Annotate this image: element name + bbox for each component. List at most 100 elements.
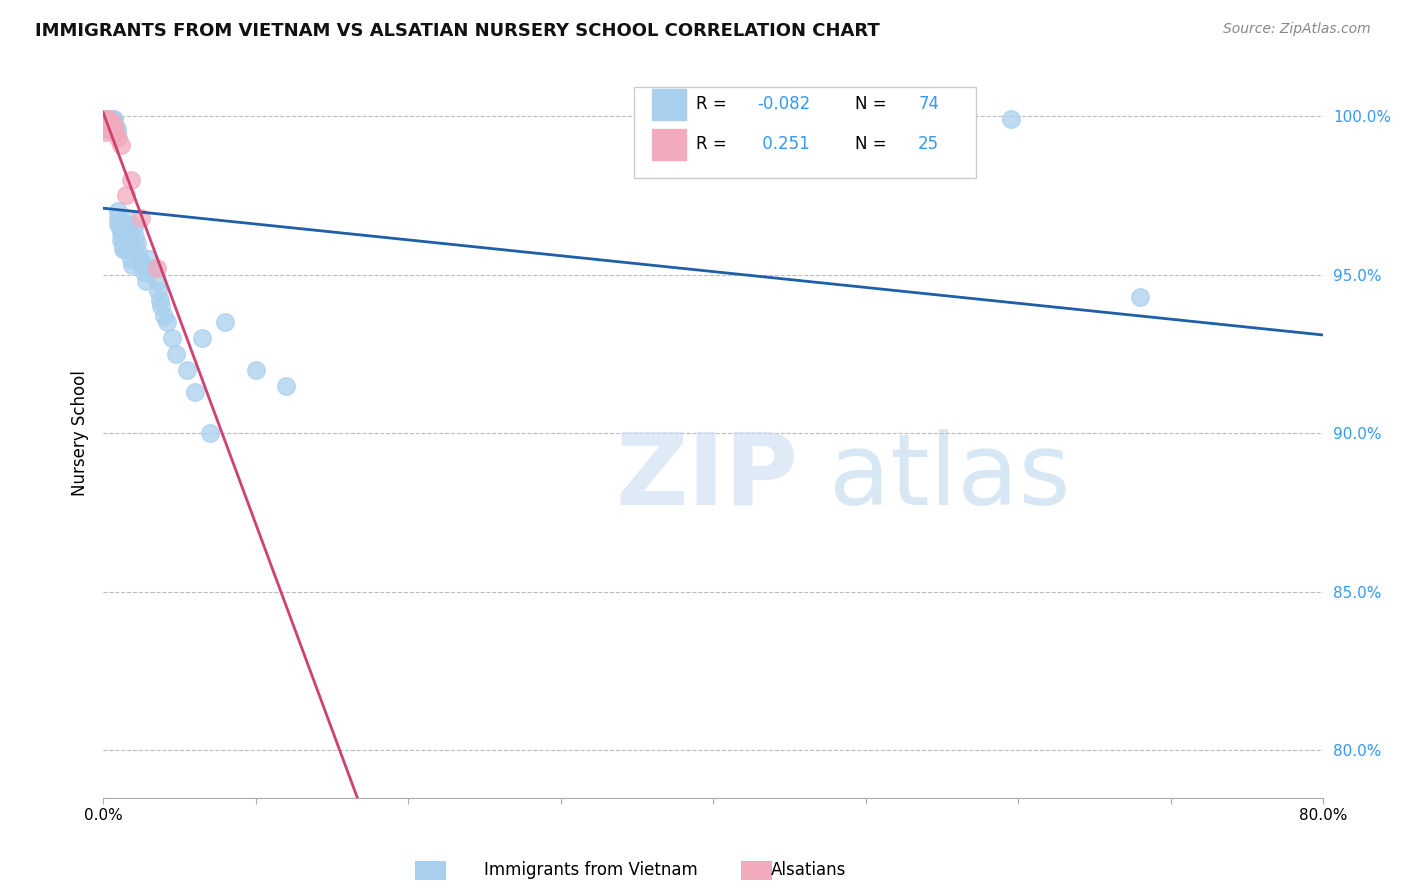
Point (198, 426, 221, 441)
Point (104, 125, 127, 139)
Point (97, 119, 120, 133)
Text: N =: N = (855, 136, 891, 153)
Point (176, 363, 198, 377)
Point (125, 235, 148, 250)
Point (97, 115, 120, 129)
Point (214, 315, 236, 329)
Point (101, 115, 124, 129)
Point (135, 274, 157, 288)
Point (118, 235, 141, 250)
Point (129, 258, 152, 272)
Point (111, 235, 134, 250)
Point (156, 315, 179, 329)
Point (98, 112, 121, 127)
Point (124, 229, 146, 244)
Point (103, 119, 125, 133)
Text: ZIP: ZIP (616, 428, 799, 525)
Point (110, 233, 132, 247)
Point (110, 137, 132, 152)
Point (96, 112, 118, 127)
Point (146, 284, 169, 298)
Point (100, 121, 122, 136)
Point (115, 188, 138, 202)
Point (103, 112, 125, 127)
Y-axis label: Nursery School: Nursery School (72, 370, 89, 496)
Point (93, 119, 115, 133)
Point (100, 115, 122, 129)
Point (142, 261, 165, 276)
Point (93, 121, 115, 136)
Point (93, 115, 115, 129)
Point (104, 119, 127, 133)
Text: 74: 74 (918, 95, 939, 113)
Point (97, 112, 120, 127)
Point (145, 274, 167, 288)
Text: R =: R = (696, 136, 733, 153)
Point (105, 121, 128, 136)
Point (96, 119, 118, 133)
Point (118, 229, 141, 244)
Point (103, 121, 125, 136)
Point (100, 112, 122, 127)
Point (93, 112, 115, 127)
FancyBboxPatch shape (634, 87, 976, 178)
Point (96, 115, 118, 129)
Point (245, 363, 267, 377)
Point (134, 264, 156, 278)
Point (93, 112, 115, 127)
Point (107, 131, 129, 145)
Point (148, 293, 170, 307)
Point (96, 112, 118, 127)
Point (103, 115, 125, 129)
Point (1129, 290, 1152, 304)
Bar (652, 129, 686, 160)
Point (101, 115, 124, 129)
Point (97, 119, 120, 133)
Point (101, 112, 124, 127)
Point (107, 211, 129, 225)
Text: 0.251: 0.251 (756, 136, 810, 153)
Point (191, 331, 214, 345)
Text: -0.082: -0.082 (756, 95, 810, 113)
Text: 25: 25 (918, 136, 939, 153)
Point (114, 235, 136, 250)
Point (100, 119, 122, 133)
Point (105, 125, 128, 139)
Point (276, 378, 298, 392)
Point (104, 121, 127, 136)
Point (96, 121, 118, 136)
Point (104, 125, 127, 139)
Point (97, 112, 120, 127)
Point (115, 217, 138, 231)
Point (93, 112, 115, 127)
Text: N =: N = (855, 95, 891, 113)
Text: Alsatians: Alsatians (770, 861, 846, 879)
Point (127, 245, 149, 260)
Point (153, 309, 176, 323)
Point (93, 115, 115, 129)
Point (98, 115, 121, 129)
Point (96, 115, 118, 129)
Point (98, 115, 121, 129)
Point (108, 220, 131, 235)
Point (165, 347, 187, 361)
Point (138, 252, 160, 266)
Point (111, 243, 134, 257)
Point (150, 300, 173, 314)
Text: IMMIGRANTS FROM VIETNAM VS ALSATIAN NURSERY SCHOOL CORRELATION CHART: IMMIGRANTS FROM VIETNAM VS ALSATIAN NURS… (35, 22, 880, 40)
Point (121, 258, 143, 272)
Point (128, 252, 150, 266)
Point (122, 220, 145, 235)
Point (93, 119, 115, 133)
Point (93, 119, 115, 133)
Point (110, 227, 132, 241)
Point (129, 211, 152, 225)
Point (97, 121, 120, 136)
Bar (652, 89, 686, 120)
Point (115, 211, 138, 225)
Point (160, 331, 183, 345)
Point (120, 252, 142, 266)
Point (107, 204, 129, 219)
Text: atlas: atlas (830, 428, 1071, 525)
Point (117, 223, 139, 237)
